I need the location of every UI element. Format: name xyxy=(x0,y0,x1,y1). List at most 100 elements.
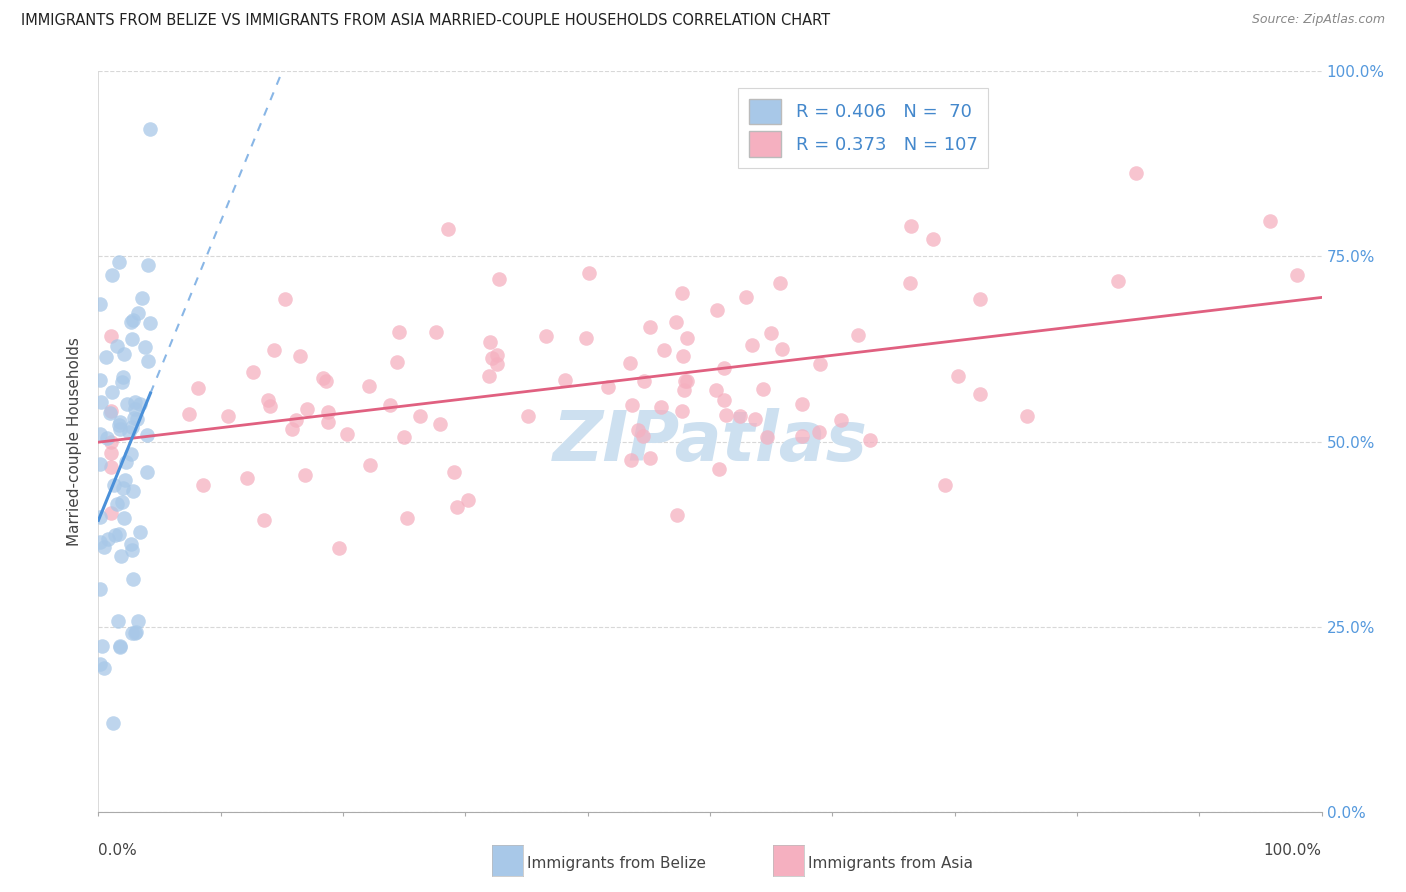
Point xyxy=(1015,409,1038,424)
Point xyxy=(191,477,214,491)
Point xyxy=(673,374,696,388)
Point xyxy=(101,268,124,282)
Point xyxy=(713,392,735,407)
Point xyxy=(808,357,831,371)
Text: Immigrants from Belize: Immigrants from Belize xyxy=(527,856,706,871)
Point xyxy=(125,625,148,640)
Point xyxy=(316,405,339,419)
Point xyxy=(120,315,142,329)
Point xyxy=(108,640,131,654)
Point xyxy=(429,417,451,432)
Point xyxy=(734,290,756,304)
Point xyxy=(284,413,307,427)
Point xyxy=(110,415,132,429)
Point xyxy=(730,409,752,424)
Point xyxy=(312,370,335,384)
Point xyxy=(744,412,766,426)
Point xyxy=(704,383,727,397)
Point xyxy=(114,473,136,487)
Point xyxy=(578,266,600,280)
Point xyxy=(316,415,339,429)
Point xyxy=(638,320,661,334)
Point xyxy=(98,406,121,420)
Point xyxy=(336,426,359,441)
Point xyxy=(135,465,157,479)
Point xyxy=(751,382,773,396)
Point xyxy=(443,465,465,479)
Point xyxy=(124,401,146,416)
Point xyxy=(105,339,128,353)
Point xyxy=(769,276,792,290)
Point xyxy=(598,380,620,394)
Point xyxy=(830,413,852,427)
Point xyxy=(575,331,598,345)
Point xyxy=(177,407,200,421)
Point xyxy=(385,355,408,369)
Point xyxy=(111,494,134,508)
Point xyxy=(1107,274,1129,288)
Point xyxy=(671,404,693,418)
Point xyxy=(741,338,763,352)
Point xyxy=(631,429,654,443)
Point xyxy=(846,328,869,343)
Point xyxy=(380,398,402,412)
Point xyxy=(969,292,991,306)
Point xyxy=(107,497,129,511)
Point xyxy=(121,572,143,586)
Point xyxy=(187,381,209,395)
Point xyxy=(118,425,141,440)
Point xyxy=(408,409,430,423)
Text: Immigrants from Asia: Immigrants from Asia xyxy=(808,856,973,871)
Point xyxy=(934,477,956,491)
Point xyxy=(898,276,921,290)
Point xyxy=(770,342,793,356)
Point xyxy=(122,312,145,326)
Point xyxy=(946,369,969,384)
Point xyxy=(121,419,143,434)
Point xyxy=(808,425,831,440)
Point xyxy=(100,506,122,520)
Point xyxy=(139,317,162,331)
Point xyxy=(104,528,127,542)
Text: Source: ZipAtlas.com: Source: ZipAtlas.com xyxy=(1251,13,1385,27)
Point xyxy=(124,625,146,640)
Point xyxy=(280,421,302,435)
Point xyxy=(125,411,148,425)
Point xyxy=(134,340,156,354)
Point xyxy=(652,343,675,358)
Point xyxy=(900,219,922,234)
Point xyxy=(236,471,259,485)
Point xyxy=(124,394,146,409)
Point xyxy=(115,455,138,469)
Point xyxy=(436,222,458,236)
Text: IMMIGRANTS FROM BELIZE VS IMMIGRANTS FROM ASIA MARRIED-COUPLE HOUSEHOLDS CORRELA: IMMIGRANTS FROM BELIZE VS IMMIGRANTS FRO… xyxy=(21,13,830,29)
Point xyxy=(488,272,510,286)
Point xyxy=(713,361,735,376)
Point xyxy=(676,331,699,345)
Point xyxy=(425,325,447,339)
Point xyxy=(103,715,125,730)
Point xyxy=(100,404,122,418)
Point xyxy=(129,396,152,410)
Point xyxy=(120,447,142,461)
Point xyxy=(138,354,160,368)
Point xyxy=(485,357,508,371)
Point xyxy=(1258,214,1281,228)
Point xyxy=(295,402,318,417)
Text: 100.0%: 100.0% xyxy=(1264,843,1322,858)
Point xyxy=(392,430,415,444)
Point xyxy=(89,297,111,311)
Point xyxy=(89,510,111,524)
Point xyxy=(242,365,264,379)
Point xyxy=(120,537,142,551)
Point xyxy=(253,513,276,527)
Point xyxy=(136,258,159,272)
Point xyxy=(257,392,280,407)
Point xyxy=(620,452,643,467)
Point xyxy=(274,293,297,307)
Point xyxy=(638,451,661,466)
Point xyxy=(217,409,239,424)
Point xyxy=(131,291,153,305)
Point xyxy=(1125,166,1147,180)
Point xyxy=(93,541,115,555)
